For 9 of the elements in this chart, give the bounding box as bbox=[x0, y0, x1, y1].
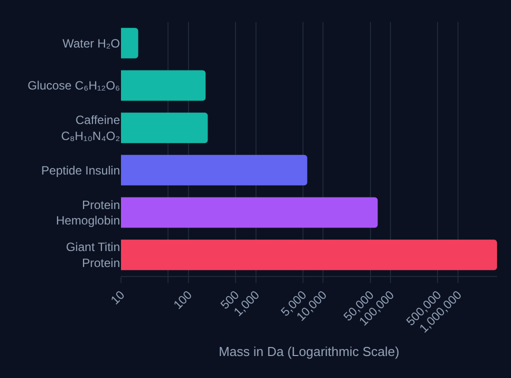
y-tick-label: Protein Hemoglobin bbox=[56, 198, 120, 228]
y-tick-label: Water H₂O bbox=[62, 36, 120, 50]
x-tick-label: 10 bbox=[108, 288, 128, 308]
x-axis-title: Mass in Da (Logarithmic Scale) bbox=[218, 344, 400, 360]
y-tick-label: Glucose C₆H₁₂O₆ bbox=[28, 78, 120, 93]
y-tick-label: Caffeine C₈H₁₀N₄O₂ bbox=[61, 113, 120, 143]
y-tick-label: Giant Titin Protein bbox=[66, 240, 120, 270]
x-tick-label: 100 bbox=[170, 288, 195, 312]
y-tick-label: Peptide Insulin bbox=[41, 163, 120, 178]
